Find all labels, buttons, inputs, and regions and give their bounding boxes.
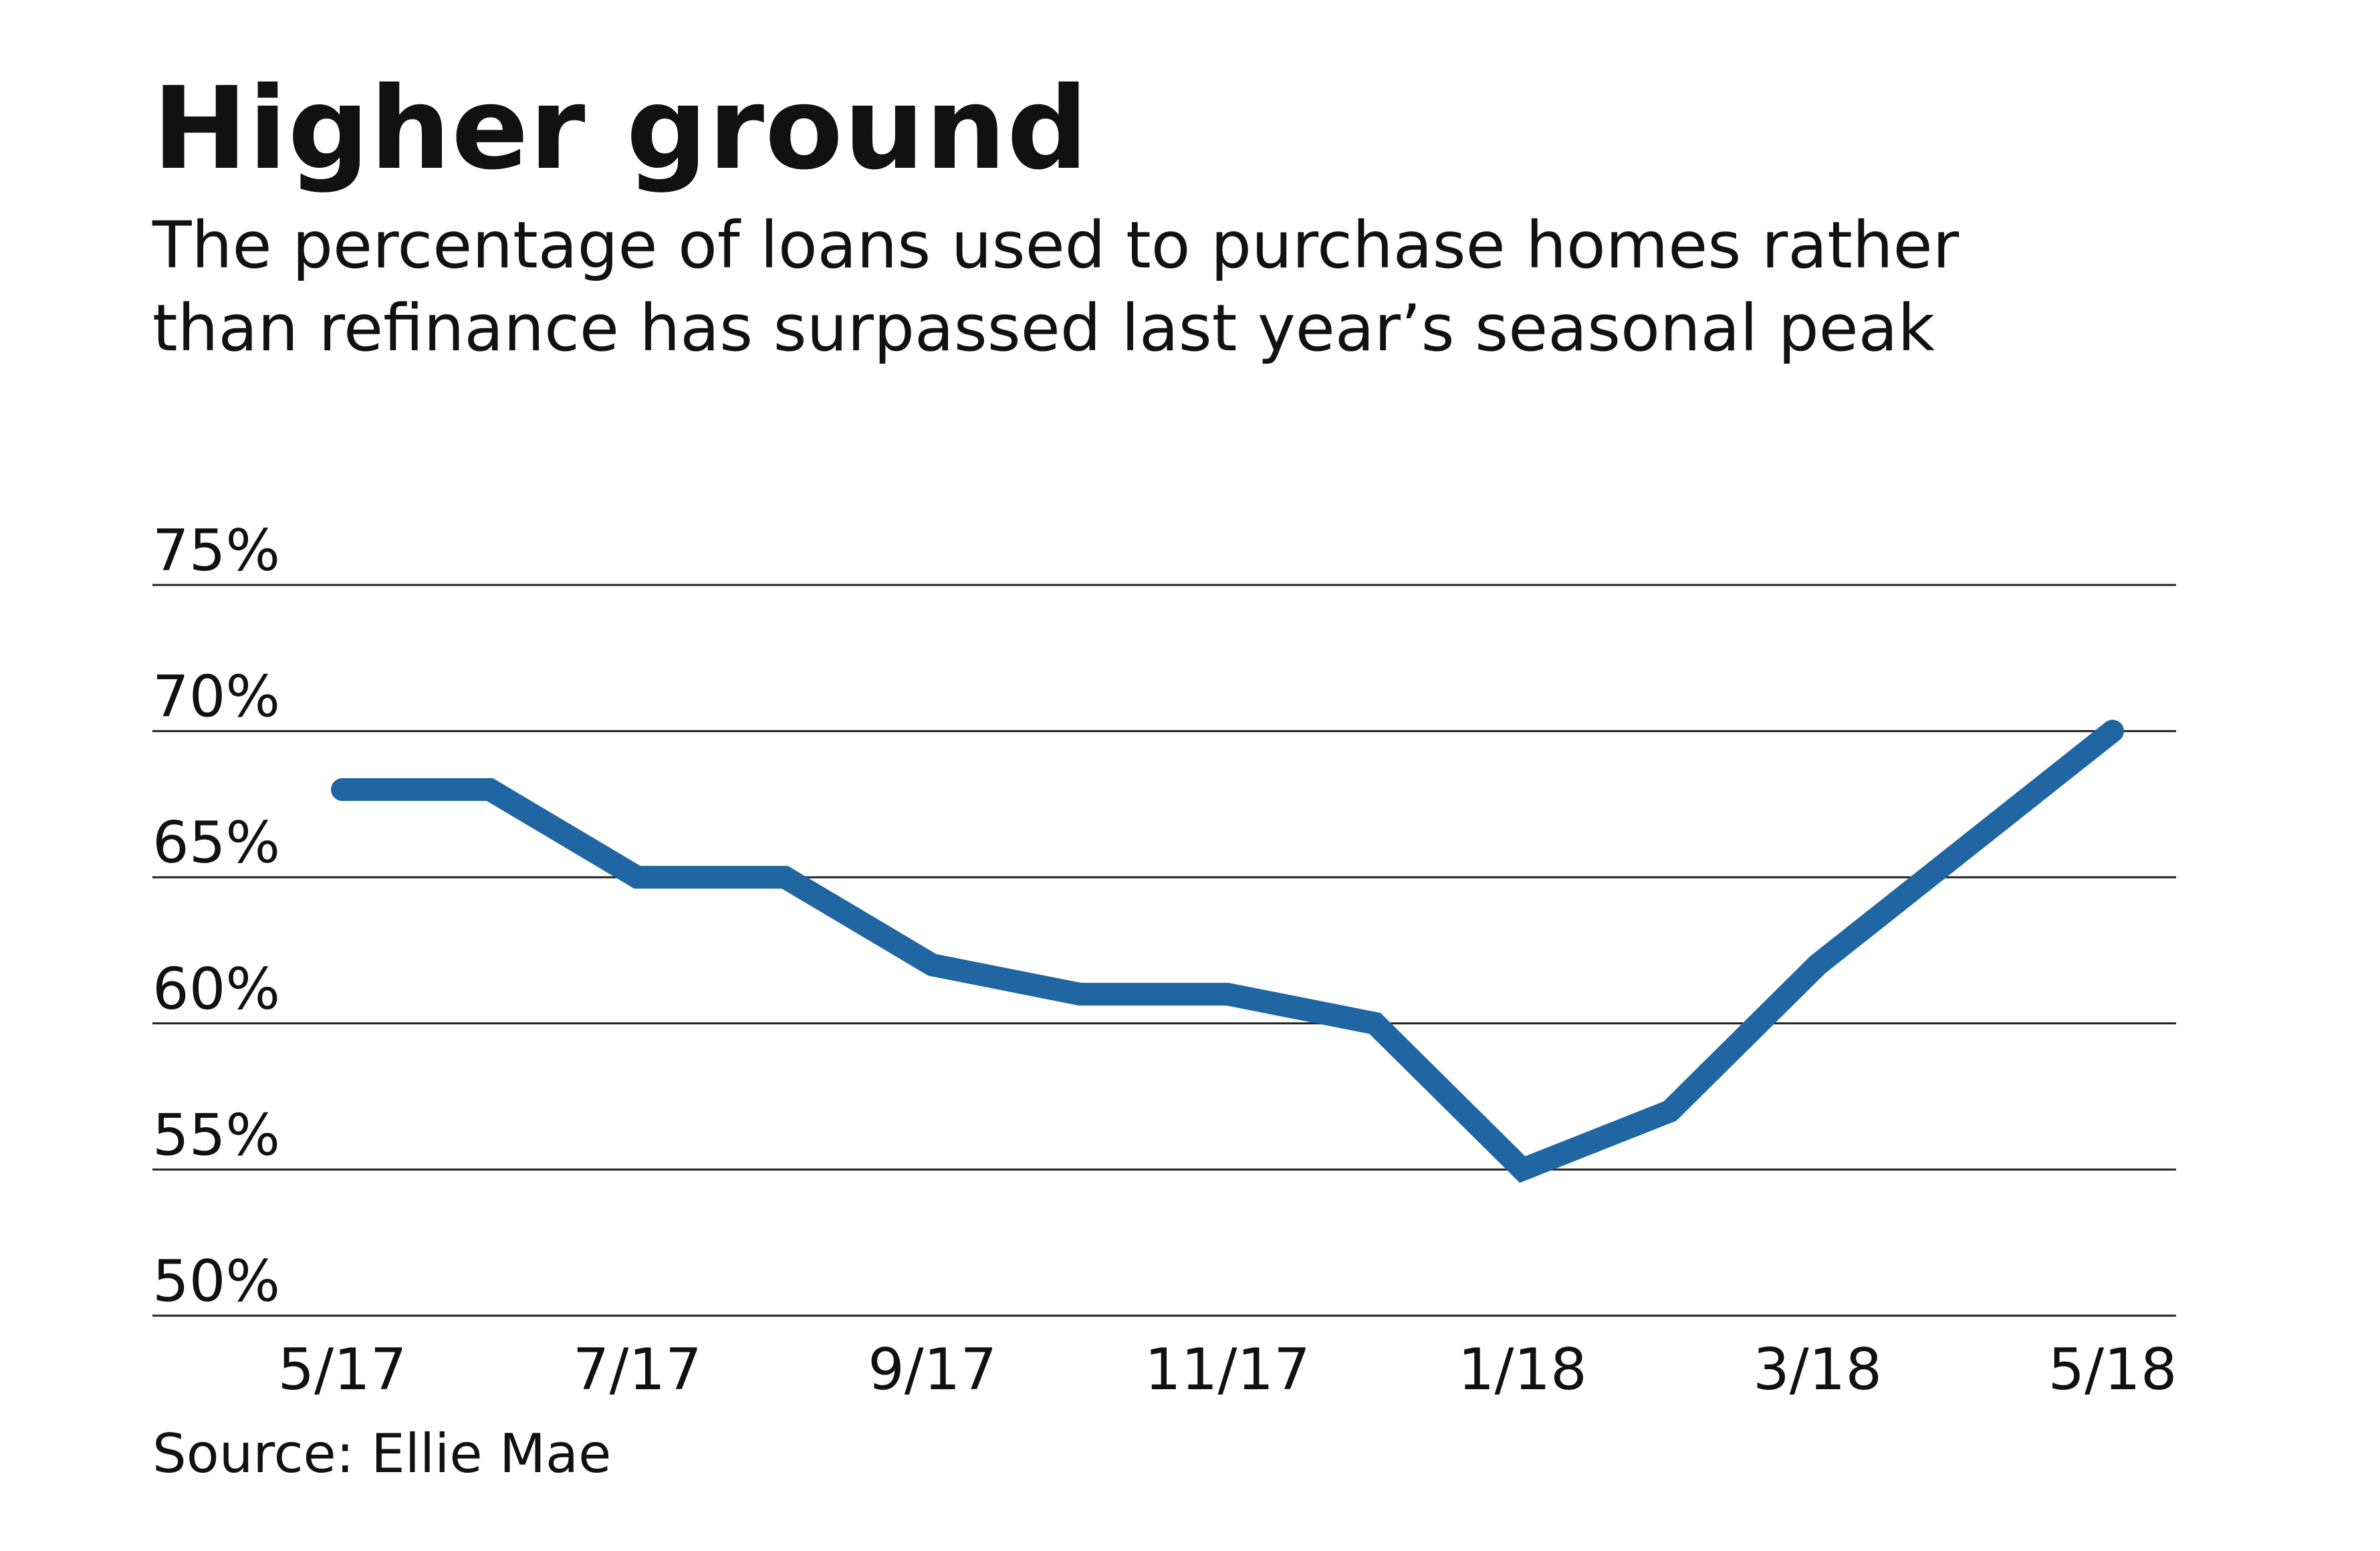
y-tick-label: 55% bbox=[152, 1102, 280, 1169]
y-tick-label: 75% bbox=[152, 517, 280, 584]
series-layer bbox=[331, 719, 2124, 1183]
x-tick-label: 11/17 bbox=[1145, 1336, 1310, 1403]
source-note: Source: Ellie Mae bbox=[152, 1423, 612, 1485]
subtitle-line-2: than refinance has surpassed last year’s… bbox=[152, 291, 1935, 366]
x-tick-label: 3/18 bbox=[1753, 1336, 1882, 1403]
data-point bbox=[636, 876, 638, 878]
data-point bbox=[1964, 847, 1966, 849]
data-point bbox=[784, 876, 786, 878]
y-tick-labels: 75% 70% 65% 60% 55% 50% bbox=[152, 517, 280, 1315]
data-point bbox=[489, 789, 491, 791]
x-tick-label: 9/17 bbox=[868, 1336, 997, 1403]
data-point bbox=[931, 964, 933, 966]
data-point bbox=[1079, 993, 1081, 995]
data-point bbox=[1227, 993, 1228, 995]
data-point bbox=[1522, 1169, 1524, 1171]
data-point bbox=[342, 789, 343, 791]
chart-title: Higher ground bbox=[152, 63, 1089, 195]
data-point bbox=[1816, 964, 1818, 966]
chart-subtitle: The percentage of loans used to purchase… bbox=[152, 204, 2292, 370]
x-tick-label: 7/17 bbox=[573, 1336, 702, 1403]
y-tick-label: 60% bbox=[152, 956, 280, 1023]
series-line bbox=[331, 719, 2124, 1183]
x-tick-label: 1/18 bbox=[1458, 1336, 1587, 1403]
gridlines bbox=[152, 584, 2176, 1317]
y-tick-label: 70% bbox=[152, 664, 280, 731]
x-tick-labels: 5/17 7/17 9/17 11/17 1/18 3/18 5/18 bbox=[277, 1336, 2177, 1403]
data-point bbox=[1669, 1110, 1671, 1112]
subtitle-line-1: The percentage of loans used to purchase… bbox=[152, 208, 1959, 283]
data-point bbox=[2112, 730, 2113, 732]
data-point bbox=[1374, 1022, 1376, 1024]
x-tick-label: 5/18 bbox=[2048, 1336, 2177, 1403]
y-tick-label: 65% bbox=[152, 810, 280, 876]
y-tick-label: 50% bbox=[152, 1248, 280, 1315]
x-tick-label: 5/17 bbox=[277, 1336, 406, 1403]
